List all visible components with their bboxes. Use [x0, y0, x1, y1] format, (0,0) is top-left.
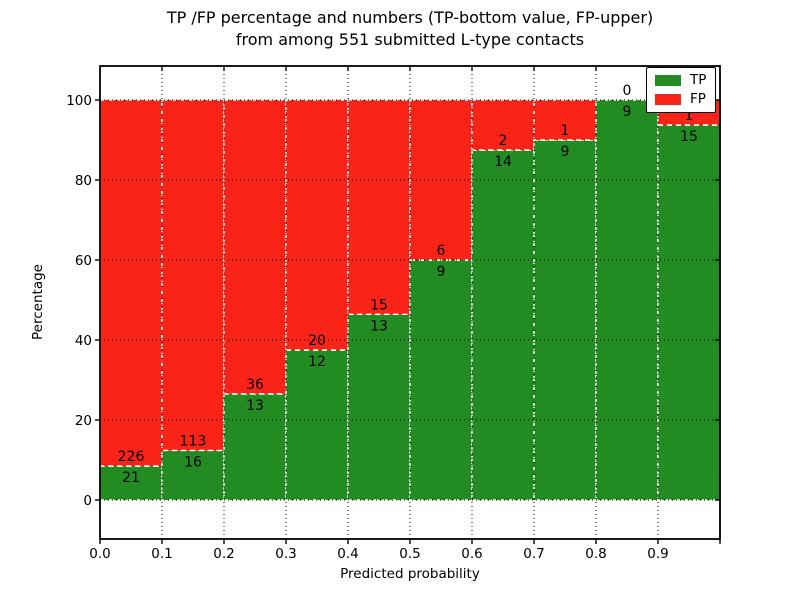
- bar-8-tp: [595, 99, 659, 501]
- bar-6-tp: [471, 149, 535, 501]
- bar-7-tp-count: 9: [561, 144, 570, 160]
- y-tick-label: 40: [75, 333, 92, 349]
- bar-8-tp-count: 9: [623, 104, 632, 120]
- x-tick-label: 0.6: [461, 546, 482, 562]
- fp-legend-swatch: [655, 94, 681, 105]
- bar-9-tp: [657, 124, 721, 501]
- bar-6-fp: [471, 99, 535, 151]
- x-tick-label: 0.7: [523, 546, 544, 562]
- bar-2-tp-count: 13: [246, 398, 264, 414]
- x-tick-label: 0.3: [275, 546, 296, 562]
- y-tick-label: 80: [75, 173, 92, 189]
- bar-5-tp: [409, 259, 473, 501]
- tp-legend-swatch: [655, 75, 681, 86]
- bar-3-tp: [285, 349, 349, 501]
- bar-0-fp-count: 226: [118, 449, 145, 465]
- bar-1-tp-count: 16: [184, 454, 202, 470]
- bar-2-tp: [223, 393, 287, 501]
- bar-2-fp-count: 36: [246, 377, 264, 393]
- bar-1-fp: [161, 99, 225, 452]
- x-tick-label: 0.2: [213, 546, 234, 562]
- bar-4-fp: [347, 99, 411, 315]
- bar-3-fp: [285, 99, 349, 351]
- bar-7-fp-count: 1: [561, 123, 570, 139]
- chart-title: TP /FP percentage and numbers (TP-bottom…: [0, 7, 800, 51]
- bar-1-fp-count: 113: [180, 433, 207, 449]
- bar-0-tp-count: 21: [122, 470, 140, 486]
- bar-6-tp-count: 14: [494, 154, 512, 170]
- y-tick-label: 60: [75, 253, 92, 269]
- bar-4-tp-count: 13: [370, 318, 388, 334]
- bar-2-fp: [223, 99, 287, 395]
- bar-3-fp-count: 20: [308, 333, 326, 349]
- y-tick-label: 100: [66, 93, 92, 109]
- x-axis-label: Predicted probability: [340, 566, 480, 582]
- tp-legend-label: TP: [690, 72, 707, 88]
- x-tick-label: 0.0: [89, 546, 110, 562]
- bar-8-fp-count: 0: [623, 83, 632, 99]
- x-tick-label: 0.1: [151, 546, 172, 562]
- chart-title-line1: TP /FP percentage and numbers (TP-bottom…: [166, 8, 654, 27]
- bar-0-fp: [99, 99, 163, 467]
- bar-7-fp: [533, 99, 597, 141]
- bar-9-fp-count: 1: [685, 108, 694, 124]
- legend-item-tp: TP: [655, 72, 707, 88]
- fp-legend-label: FP: [690, 91, 706, 107]
- x-tick-label: 0.4: [337, 546, 358, 562]
- bar-5-fp-count: 6: [437, 243, 446, 259]
- bar-4-fp-count: 15: [370, 297, 388, 313]
- bar-9-tp-count: 15: [680, 129, 698, 145]
- bar-7-tp: [533, 139, 597, 501]
- bar-6-fp-count: 2: [499, 133, 508, 149]
- bar-5-tp-count: 9: [437, 264, 446, 280]
- x-tick-label: 0.8: [585, 546, 606, 562]
- bar-4-tp: [347, 313, 411, 501]
- x-tick-label: 0.5: [399, 546, 420, 562]
- legend: TP FP: [646, 67, 717, 113]
- bar-3-tp-count: 12: [308, 354, 326, 370]
- bar-1-tp: [161, 449, 225, 501]
- legend-item-fp: FP: [655, 91, 706, 107]
- y-tick-label: 0: [83, 493, 92, 509]
- x-tick-label: 0.9: [647, 546, 668, 562]
- chart-title-line2: from among 551 submitted L-type contacts: [235, 30, 585, 49]
- y-tick-label: 20: [75, 413, 92, 429]
